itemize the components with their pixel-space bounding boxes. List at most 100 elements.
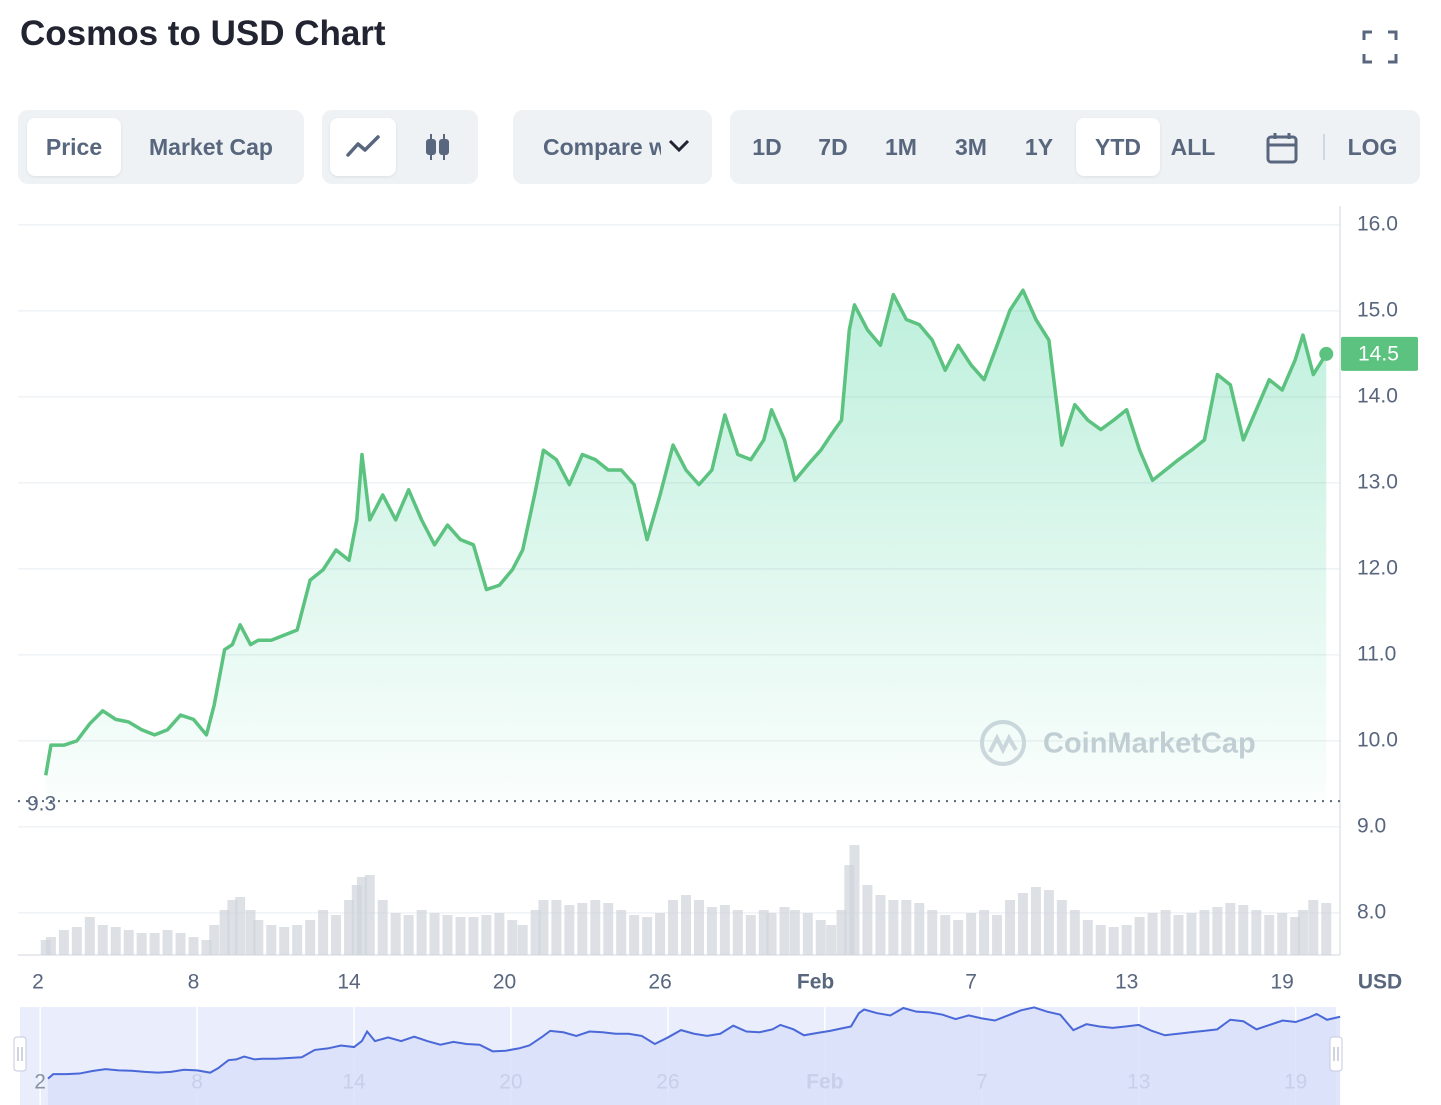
volume-bar (1297, 910, 1308, 955)
volume-bar (1173, 915, 1184, 955)
volume-bar (789, 910, 800, 955)
range-button[interactable]: 1D (752, 134, 782, 160)
volume-bar (344, 900, 355, 955)
x-tick-label: 2 (32, 971, 44, 994)
volume-bar (1290, 917, 1301, 955)
volume-bar (40, 940, 51, 955)
range-button[interactable]: 7D (818, 134, 848, 160)
navigator-area (47, 1007, 1341, 1105)
volume-bar (356, 877, 367, 955)
line-icon (346, 135, 380, 157)
volume-bar (227, 900, 238, 955)
volume-bar (577, 903, 588, 955)
volume-bar (429, 913, 440, 955)
navigator-line (47, 1006, 1341, 1080)
volume-bar (517, 925, 528, 955)
y-tick-label: 13.0 (1357, 470, 1398, 493)
volume-bar (201, 940, 212, 955)
volume-bar (826, 925, 837, 955)
volume-bar (1212, 907, 1223, 955)
navigator-handle[interactable] (13, 1036, 27, 1072)
volume-bar (668, 900, 679, 955)
compare-dropdown[interactable]: Compare with (513, 110, 712, 184)
volume-bar (71, 927, 82, 955)
volume-bar (136, 933, 147, 955)
volume-bar (305, 920, 316, 955)
volume-bar (123, 930, 134, 955)
x-tick-label: Feb (797, 971, 834, 994)
volume-bar (629, 915, 640, 955)
fullscreen-icon[interactable] (1362, 30, 1398, 64)
volume-bar (318, 910, 329, 955)
log-button[interactable]: LOG (1347, 134, 1398, 160)
volume-bar (844, 865, 855, 955)
volume-bar (188, 937, 199, 955)
price-line (44, 288, 1328, 776)
volume-bar (1082, 920, 1093, 955)
volume-bar (266, 925, 277, 955)
volume-bar (110, 927, 121, 955)
y-tick-label: 15.0 (1357, 298, 1398, 321)
y-tick-label: 11.0 (1357, 642, 1396, 665)
volume-bar (1277, 913, 1288, 955)
last-value-badge (1341, 336, 1418, 371)
y-tick-label: 12.0 (1357, 556, 1398, 579)
volume-bar (590, 900, 601, 955)
volume-bar (1186, 913, 1197, 955)
volume-bar (642, 917, 653, 955)
calendar-icon[interactable] (1266, 132, 1298, 164)
volume-bar (235, 897, 246, 955)
volume-bar (84, 917, 95, 955)
volume-bar (815, 920, 826, 955)
volume-bar (1134, 917, 1145, 955)
volume-bar (58, 930, 69, 955)
navigator-handle[interactable] (1329, 1036, 1343, 1072)
divider (1323, 134, 1325, 160)
range-toggle: LOG 1D 7D 1M 3M 1Y YTD ALL (730, 110, 1420, 184)
volume-bar (351, 885, 362, 955)
volume-bar (219, 910, 230, 955)
market-cap-button[interactable]: Market Cap (149, 134, 273, 160)
candle-icon (426, 134, 449, 160)
y-tick-label: 14.0 (1357, 384, 1398, 407)
price-area (45, 290, 1327, 802)
range-button[interactable]: 1Y (1024, 134, 1054, 160)
view-toggle: Price Market Cap (18, 110, 304, 184)
volume-bar (455, 917, 466, 955)
volume-bar (836, 910, 847, 955)
volume-bar (1225, 903, 1236, 955)
volume-bar (97, 925, 108, 955)
handle-body (13, 1036, 27, 1072)
volume-bar (390, 913, 401, 955)
volume-bar (292, 925, 303, 955)
volume-bar (603, 903, 614, 955)
price-button[interactable]: Price (27, 118, 121, 176)
last-point (1319, 346, 1334, 361)
volume-bar (416, 910, 427, 955)
volume-bar (442, 915, 453, 955)
line-chart-button[interactable] (330, 118, 396, 176)
range-button[interactable]: 3M (955, 134, 987, 160)
volume-bar (209, 925, 220, 955)
volume-bar (481, 915, 492, 955)
navigator-tick-label: 2 (34, 1071, 46, 1094)
volume-bar (655, 913, 666, 955)
unit-label: USD (1358, 971, 1402, 994)
volume-bar (1043, 890, 1054, 955)
volume-bar (1264, 915, 1275, 955)
volume-bar (875, 895, 886, 955)
last-value-label: 14.5 (1358, 342, 1399, 365)
volume-bar (862, 885, 873, 955)
range-button[interactable]: YTD (1076, 118, 1160, 176)
volume-bar (966, 913, 977, 955)
range-button[interactable]: 1M (885, 134, 917, 160)
chevron (668, 139, 690, 153)
volume-bar (779, 907, 790, 955)
range-button[interactable]: ALL (1170, 134, 1216, 160)
y-tick-label: 8.0 (1357, 900, 1386, 923)
candle-chart-button[interactable] (404, 118, 470, 176)
volume-bar (468, 917, 479, 955)
volume-bar (253, 920, 264, 955)
volume-bar (364, 875, 375, 955)
